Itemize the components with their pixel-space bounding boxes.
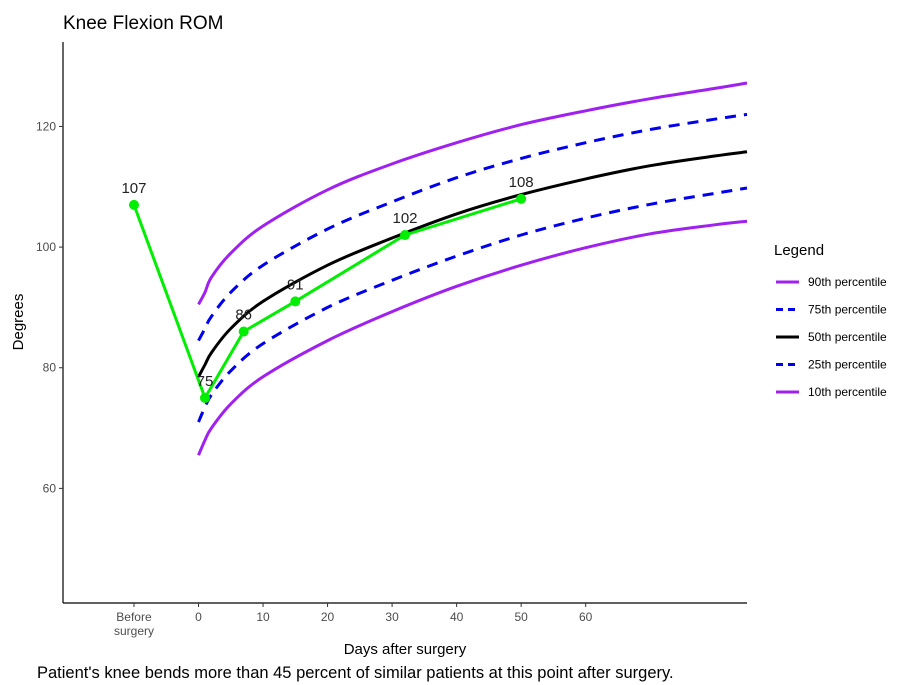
x-tick-label: 30 [385, 610, 399, 624]
legend-title: Legend [774, 242, 824, 259]
percentile-curve-90th [197, 81, 748, 306]
legend-label: 75th percentile [808, 303, 887, 317]
x-tick-label: 20 [321, 610, 335, 624]
y-tick-label: 60 [43, 481, 57, 495]
x-tick-label: 60 [579, 610, 593, 624]
percentile-curve-10th [197, 219, 748, 456]
chart-caption: Patient's knee bends more than 45 percen… [37, 664, 674, 682]
y-axis-ticks: 60 80 100 120 [36, 119, 63, 495]
legend: Legend 90th percentile 75th percentile 50t… [774, 242, 887, 399]
x-axis-ticks: Before surgery 0 10 20 30 40 50 60 [114, 603, 593, 638]
patient-point-label: 102 [392, 210, 417, 227]
y-tick-label: 80 [43, 361, 57, 375]
plot-area: 107 75 86 91 102 108 [121, 81, 748, 456]
legend-label: 90th percentile [808, 275, 887, 289]
chart-title: Knee Flexion ROM [63, 13, 224, 34]
x-tick-label: 10 [256, 610, 270, 624]
patient-point-label: 91 [287, 276, 304, 293]
legend-label: 50th percentile [808, 330, 887, 344]
x-tick-label: 0 [195, 610, 202, 624]
patient-point-label: 107 [121, 180, 146, 197]
x-tick-label: Before surgery [114, 610, 154, 638]
percentile-curve-25th [197, 186, 748, 423]
y-tick-label: 100 [36, 240, 56, 254]
percentile-curve-75th [197, 112, 748, 342]
patient-line [132, 197, 522, 400]
patient-point [400, 230, 410, 241]
patient-point [290, 296, 301, 307]
legend-label: 25th percentile [808, 358, 887, 372]
patient-point-label: 86 [235, 307, 252, 324]
x-axis-title: Days after surgery [344, 641, 467, 658]
patient-point [199, 392, 210, 403]
patient-point-label: 75 [197, 373, 214, 390]
x-tick-label: 40 [450, 610, 464, 624]
patient-point [238, 326, 249, 337]
patient-point [516, 193, 527, 204]
y-tick-label: 120 [36, 119, 56, 133]
percentile-curve-50th [197, 150, 748, 378]
y-axis-title: Degrees [10, 294, 27, 351]
patient-point-label: 108 [509, 174, 534, 191]
legend-label: 10th percentile [808, 385, 887, 399]
patient-point [128, 199, 139, 210]
x-tick-label: 50 [514, 610, 528, 624]
